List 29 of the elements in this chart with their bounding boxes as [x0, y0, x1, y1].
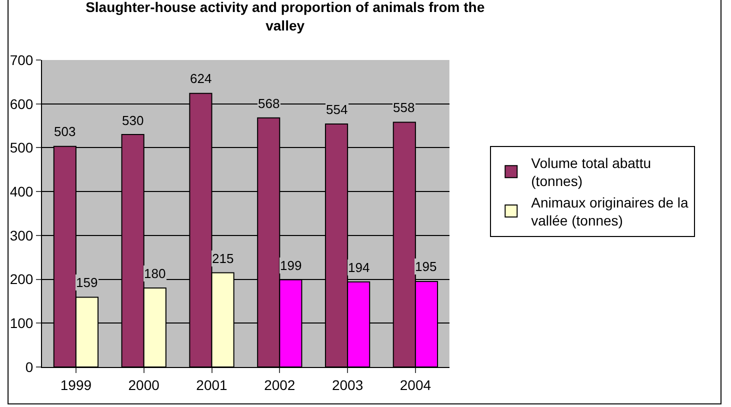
x-tick-label: 2003: [332, 376, 364, 393]
data-label: 554: [326, 102, 348, 117]
data-label: 530: [122, 113, 144, 128]
y-tick-label: 600: [10, 96, 34, 112]
chart-title: Slaughter-house activity and proportion of animals from the valley: [86, 0, 485, 34]
legend-label: Volume total abattu (tonnes): [531, 155, 652, 190]
data-label: 558: [393, 100, 415, 115]
y-tick-label: 200: [10, 271, 34, 288]
y-tick-label: 100: [10, 315, 34, 332]
x-tick-label: 1999: [60, 376, 92, 393]
data-label: 215: [212, 251, 234, 266]
x-tick-label: 2001: [196, 376, 228, 393]
data-label: 568: [258, 96, 280, 111]
data-label: 624: [190, 71, 212, 86]
x-tick-label: 2002: [264, 376, 296, 393]
y-tick-label: 500: [10, 140, 34, 156]
y-tick-label: 400: [10, 183, 34, 200]
x-tick-label: 2004: [400, 376, 432, 393]
y-tick-label: 0: [25, 358, 34, 375]
x-tick-label: 2000: [128, 376, 160, 393]
data-label: 180: [144, 266, 166, 281]
data-label: 199: [280, 258, 302, 273]
y-tick-label: 700: [10, 52, 34, 68]
y-tick-label: 300: [10, 227, 34, 244]
data-label: 194: [348, 260, 370, 275]
data-label: 159: [76, 275, 98, 290]
data-label: 195: [415, 259, 437, 274]
data-label: 503: [54, 124, 76, 139]
legend-label: Animaux originaires de la vallée (tonnes): [531, 194, 689, 229]
